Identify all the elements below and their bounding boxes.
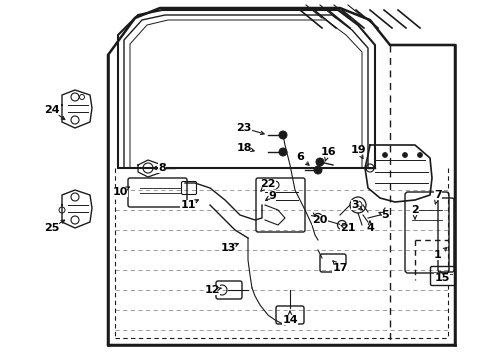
- Text: 2: 2: [411, 205, 419, 215]
- Text: 22: 22: [260, 179, 276, 189]
- Text: 1: 1: [434, 250, 442, 260]
- Text: 16: 16: [320, 147, 336, 157]
- Text: 20: 20: [312, 215, 328, 225]
- Text: 8: 8: [158, 163, 166, 173]
- Circle shape: [279, 148, 287, 156]
- Circle shape: [383, 153, 388, 158]
- Text: 11: 11: [180, 200, 196, 210]
- Circle shape: [279, 131, 287, 139]
- Text: 21: 21: [340, 223, 356, 233]
- Text: 14: 14: [282, 315, 298, 325]
- Text: 17: 17: [332, 263, 348, 273]
- Circle shape: [402, 153, 408, 158]
- Text: 4: 4: [366, 223, 374, 233]
- Text: 10: 10: [112, 187, 128, 197]
- Text: 3: 3: [351, 200, 359, 210]
- Text: 9: 9: [268, 191, 276, 201]
- Text: 12: 12: [204, 285, 220, 295]
- Text: 24: 24: [44, 105, 60, 115]
- Text: 19: 19: [350, 145, 366, 155]
- Circle shape: [417, 153, 422, 158]
- Text: 13: 13: [220, 243, 236, 253]
- Circle shape: [314, 166, 322, 174]
- Circle shape: [316, 158, 324, 166]
- Text: 5: 5: [381, 210, 389, 220]
- Text: 18: 18: [236, 143, 252, 153]
- Text: 6: 6: [296, 152, 304, 162]
- Text: 15: 15: [434, 273, 450, 283]
- Text: 25: 25: [44, 223, 60, 233]
- Text: 7: 7: [434, 190, 442, 200]
- Text: 23: 23: [236, 123, 252, 133]
